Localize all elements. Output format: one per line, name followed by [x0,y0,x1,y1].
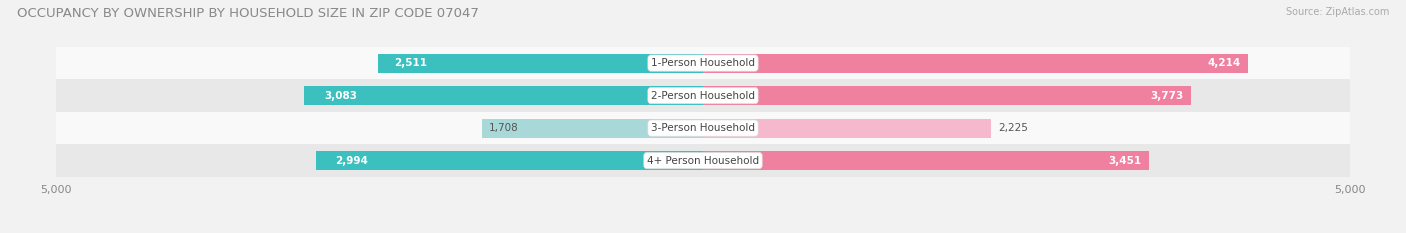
Legend: Owner-occupied, Renter-occupied: Owner-occupied, Renter-occupied [596,231,810,233]
Bar [703,86,1191,105]
Text: 3,083: 3,083 [325,91,357,101]
Text: 1-Person Household: 1-Person Household [651,58,755,68]
Bar [56,47,1350,79]
Bar [56,144,1350,177]
Bar [56,79,1350,112]
Bar [304,86,703,105]
Text: 3-Person Household: 3-Person Household [651,123,755,133]
Text: 4+ Person Household: 4+ Person Household [647,156,759,166]
Text: 2,225: 2,225 [998,123,1028,133]
Text: 2,511: 2,511 [395,58,427,68]
Bar [703,151,1149,170]
Bar [703,119,991,137]
Text: 3,451: 3,451 [1108,156,1142,166]
Text: 3,773: 3,773 [1150,91,1184,101]
Text: Source: ZipAtlas.com: Source: ZipAtlas.com [1285,7,1389,17]
Text: 4,214: 4,214 [1208,58,1240,68]
Bar [56,112,1350,144]
Text: 2,994: 2,994 [335,156,368,166]
Bar [703,54,1249,72]
Text: OCCUPANCY BY OWNERSHIP BY HOUSEHOLD SIZE IN ZIP CODE 07047: OCCUPANCY BY OWNERSHIP BY HOUSEHOLD SIZE… [17,7,479,20]
Bar [378,54,703,72]
Text: 2-Person Household: 2-Person Household [651,91,755,101]
Text: 1,708: 1,708 [488,123,519,133]
Bar [482,119,703,137]
Bar [316,151,703,170]
